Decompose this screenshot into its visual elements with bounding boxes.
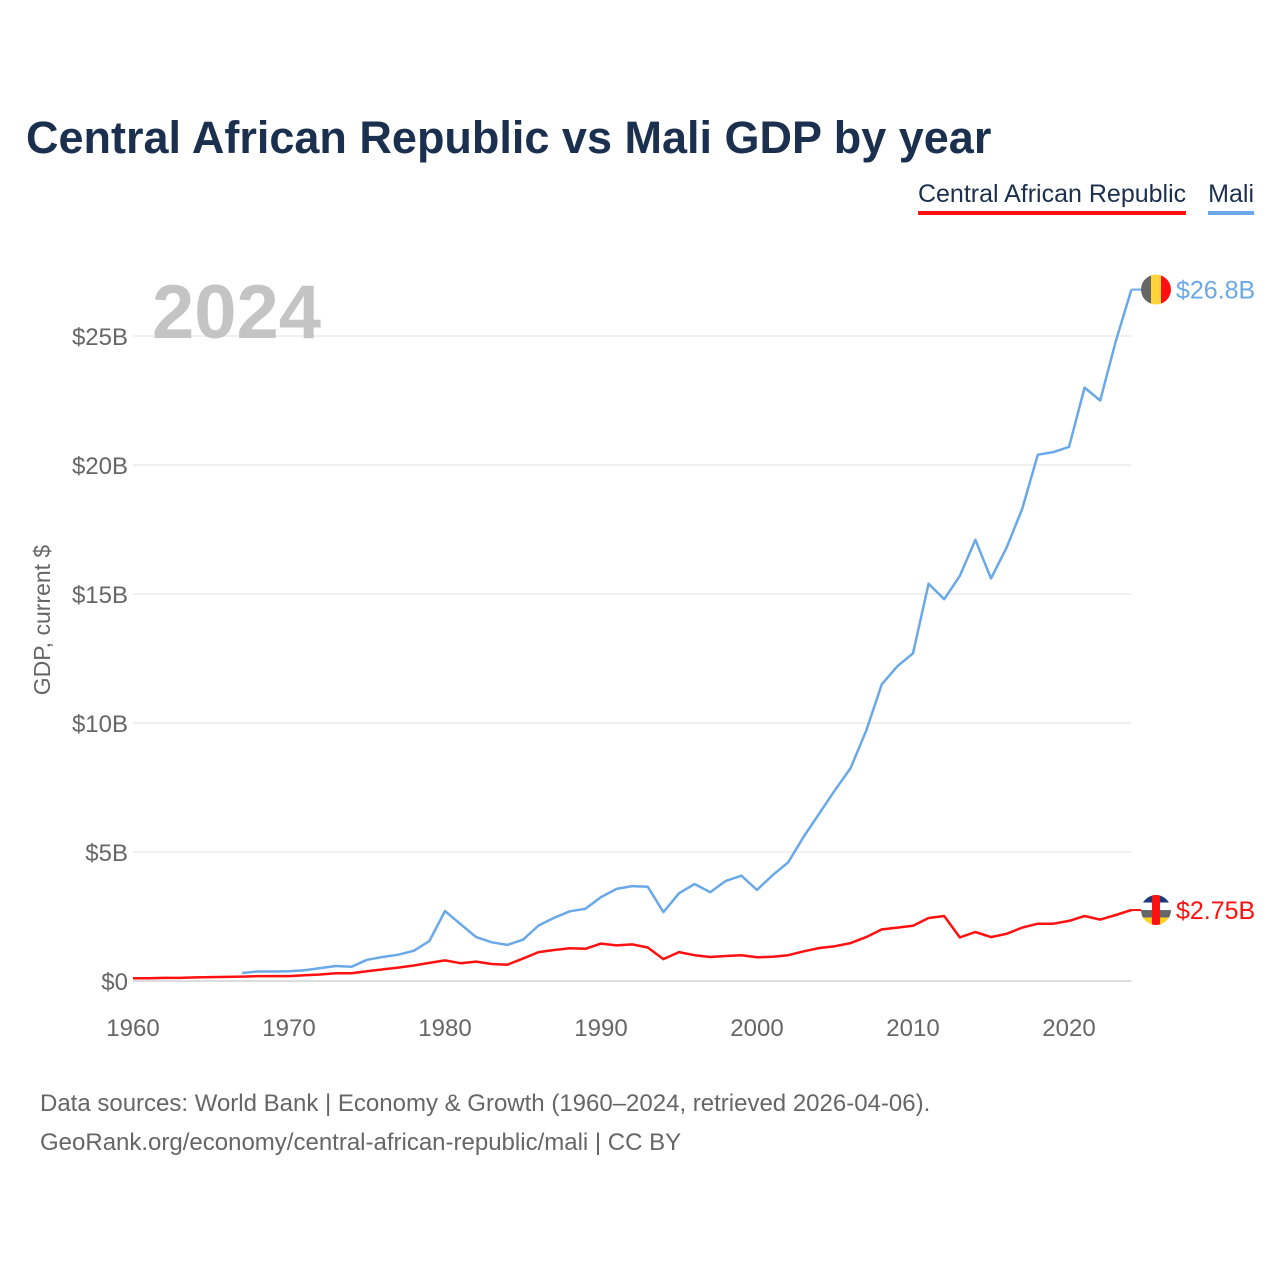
y-tick-label: $5B xyxy=(85,840,128,867)
series-line-mali xyxy=(242,289,1133,975)
x-tick-label: 2020 xyxy=(1042,1015,1095,1042)
x-tick-label: 2010 xyxy=(886,1015,939,1042)
data-source-text: Data sources: World Bank | Economy & Gro… xyxy=(40,1090,931,1117)
mali-flag-icon xyxy=(1141,274,1171,305)
end-value-label: $2.75B xyxy=(1176,897,1255,925)
x-tick-label: 2000 xyxy=(730,1015,783,1042)
y-axis-label: GDP, current $ xyxy=(29,545,55,696)
legend-item-central-african-republic[interactable]: Central African Republic xyxy=(917,180,1187,215)
y-tick-label: $10B xyxy=(72,711,128,738)
legend-item-mali[interactable]: Mali xyxy=(1208,180,1254,215)
series-line-central-african-republic xyxy=(133,908,1132,980)
x-tick-label: 1980 xyxy=(418,1015,471,1042)
y-tick-label: $0 xyxy=(101,969,128,996)
central-african-republic-flag-icon xyxy=(1141,895,1171,926)
x-tick-label: 1960 xyxy=(106,1015,159,1042)
y-tick-label: $20B xyxy=(72,453,128,480)
y-tick-label: $15B xyxy=(72,582,128,609)
source-link[interactable]: GeoRank.org/economy/central-african-repu… xyxy=(40,1129,682,1156)
x-tick-label: 1970 xyxy=(262,1015,315,1042)
year-label: 2024 xyxy=(152,270,321,355)
legend: Central African Republic Mali xyxy=(917,180,1254,215)
footer: Data sources: World Bank | Economy & Gro… xyxy=(40,1084,930,1162)
end-value-label: $26.8B xyxy=(1176,277,1255,305)
chart-title: Central African Republic vs Mali GDP by … xyxy=(26,112,992,163)
x-tick-label: 1990 xyxy=(574,1015,627,1042)
y-tick-label: $25B xyxy=(72,324,128,351)
